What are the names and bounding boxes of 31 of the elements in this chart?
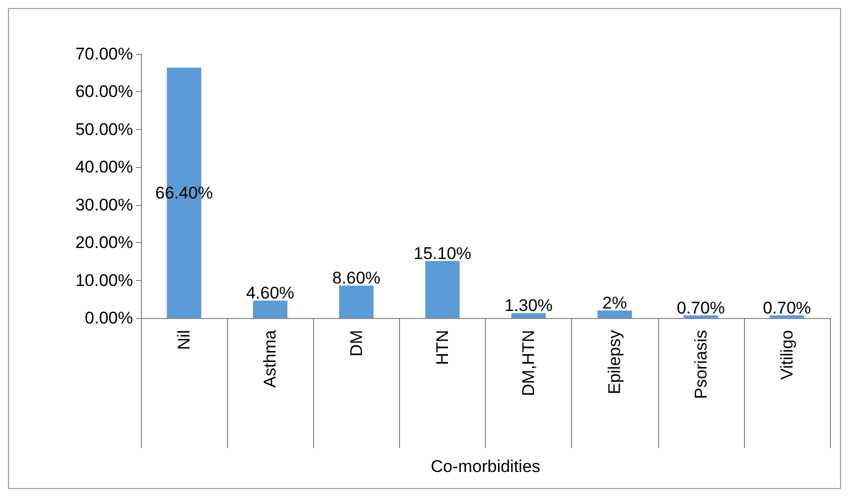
bar	[597, 310, 632, 318]
y-tick-label: 70.00%	[75, 44, 133, 64]
bar	[511, 313, 546, 318]
bar	[770, 315, 804, 318]
y-tick-label: 20.00%	[75, 233, 133, 252]
x-tick-label: Psoriasis	[691, 330, 710, 399]
bar	[339, 286, 374, 318]
x-tick-label: Nil	[174, 330, 194, 350]
x-tick-label: Vitiligo	[777, 330, 796, 380]
y-tick-label: 30.00%	[75, 195, 133, 214]
data-label: 0.70%	[762, 298, 812, 318]
data-label: 8.60%	[332, 268, 380, 288]
x-tick-label: Asthma	[260, 329, 280, 388]
x-tick-label: DM	[346, 330, 366, 356]
x-tick-label: HTN	[432, 330, 452, 365]
bar	[425, 261, 460, 318]
data-label: 15.10%	[414, 244, 472, 264]
x-tick-label: Epilepsy	[605, 330, 624, 394]
x-axis-title: Co-morbidities	[430, 457, 540, 476]
data-label: 0.70%	[676, 298, 725, 318]
data-label: 2%	[602, 293, 627, 312]
y-tick-label: 60.00%	[75, 82, 133, 102]
data-label: 1.30%	[504, 296, 553, 316]
bar	[252, 300, 288, 318]
y-tick-label: 0.00%	[84, 308, 133, 328]
x-tick-label: DM,HTN	[519, 330, 538, 396]
y-tick-label: 10.00%	[75, 270, 133, 290]
data-label: 4.60%	[246, 284, 294, 303]
bar	[684, 315, 718, 318]
y-tick-label: 50.00%	[75, 120, 133, 139]
y-tick-label: 40.00%	[75, 158, 133, 177]
